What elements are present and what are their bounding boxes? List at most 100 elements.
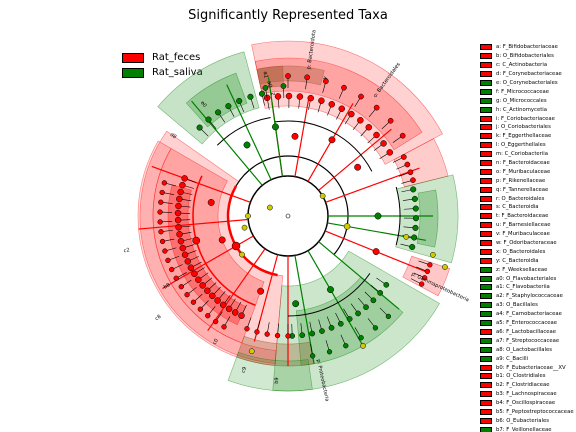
tree-branch: [207, 248, 266, 332]
key-swatch: [480, 195, 492, 202]
legend-swatch-feces: [122, 52, 144, 63]
tree-node: [430, 251, 436, 258]
key-swatch: [480, 320, 492, 327]
tree-node: [309, 330, 316, 337]
tree-node: [422, 275, 428, 281]
tree-node: [399, 132, 406, 139]
key-item: y: C_Bacteroidia: [480, 256, 576, 265]
key-swatch: [480, 88, 492, 95]
key-swatch: [480, 160, 492, 167]
tree-node: [299, 332, 306, 339]
key-label: j: O_Coriobacteriales: [496, 124, 551, 131]
tree-node: [374, 212, 382, 220]
key-item: j: O_Coriobacteriales: [480, 123, 576, 132]
key-label: a5: F_Enterococcaceae: [496, 320, 558, 327]
key-label: g: O_Micrococcales: [496, 97, 547, 104]
tree-node: [179, 181, 186, 189]
tree-node: [218, 236, 226, 244]
tree-node: [328, 324, 335, 331]
key-swatch: [480, 382, 492, 389]
clade-label-c8: c8: [154, 314, 162, 322]
key-label: a3: O_Bacillales: [496, 302, 538, 309]
key-swatch: [480, 337, 492, 344]
tree-arc: [226, 185, 278, 277]
tree-node: [404, 161, 411, 168]
tree-node: [205, 116, 212, 123]
legend-label-feces: Rat_feces: [152, 52, 201, 63]
key-label: b1: O_Clostridiales: [496, 373, 546, 380]
key-label: f: F_Micrococcaceae: [496, 88, 549, 95]
tree-node: [296, 93, 304, 100]
clade-sector-outer: [137, 140, 277, 366]
tree-node: [159, 238, 166, 245]
tree-branch: [151, 165, 251, 203]
key-label: a6: F_Lactobacillaceae: [496, 328, 557, 335]
key-item: z: F_Weeksellaceae: [480, 265, 576, 274]
key-label: i: F_Coriobacteriaceae: [496, 115, 555, 122]
key-item: l: O_Eggerthellales: [480, 141, 576, 150]
tree-node: [254, 329, 260, 335]
tree-node: [424, 268, 431, 275]
key-label: b3: F_Lachnospiraceae: [496, 391, 557, 398]
tree-node: [310, 353, 316, 359]
key-swatch: [480, 311, 492, 318]
root-node: [285, 213, 291, 219]
tree-node: [178, 284, 184, 290]
key-label: b0: F_Eubacteriaceae__XV: [496, 364, 566, 371]
tree-node: [274, 93, 282, 100]
tree-node: [219, 301, 227, 309]
key-label: y: C_Bacteroidia: [496, 257, 539, 264]
key-swatch: [480, 266, 492, 273]
tree-node: [257, 287, 265, 295]
key-label: w: F_Odoribacteraceae: [496, 240, 557, 247]
key-label: o: F_Muribaculaceae: [496, 168, 551, 175]
key-label: e: O_Corynebacteriales: [496, 80, 558, 86]
key-item: b6: O_Eubacteriales: [480, 416, 576, 425]
tree-branch: [318, 128, 392, 191]
key-label: k: F_Eggerthellaceae: [496, 133, 552, 140]
key-item: b7: F_Veillonellaceae: [480, 425, 576, 432]
tree-branch: [325, 167, 420, 203]
tree-arc: [235, 155, 289, 187]
tree-node: [190, 299, 197, 305]
tree-node: [175, 223, 182, 231]
tree-node: [195, 276, 202, 284]
tree-node: [243, 141, 251, 149]
tree-node: [173, 275, 179, 281]
tree-node: [177, 188, 184, 196]
clade-label-a0: a0: [266, 81, 273, 89]
key-label: x: O_Bacteroidales: [496, 248, 546, 255]
tree-node: [319, 193, 326, 199]
tree-node: [215, 109, 222, 116]
clade-label-c9: c9: [241, 366, 248, 373]
clade-label-c0: c0: [212, 338, 220, 346]
clade-label-y: y: [322, 75, 329, 80]
tree-node: [165, 257, 171, 264]
key-label: u: F_Barnesiellaceae: [496, 222, 551, 229]
tree-node: [162, 248, 168, 254]
tree-node: [192, 236, 201, 245]
tree-node: [157, 219, 163, 225]
key-swatch: [480, 346, 492, 353]
tree-node: [358, 335, 364, 341]
tree-node: [264, 331, 270, 337]
tree-node: [239, 251, 245, 258]
key-label: b2: F_Clostridiaceae: [496, 382, 550, 389]
tree-node: [409, 243, 416, 251]
key-item: b5: F_Peptostreptococcaceae: [480, 408, 576, 417]
tree-node: [267, 204, 273, 211]
tree-node: [197, 306, 203, 312]
key-item: b1: O_Clostridiales: [480, 372, 576, 381]
tree-node: [225, 305, 233, 313]
tree-arc: [395, 186, 401, 246]
key-item: o: F_Muribaculaceae: [480, 167, 576, 176]
chart-title: Significantly Represented Taxa: [188, 8, 388, 23]
legend-label-saliva: Rat_saliva: [152, 67, 203, 78]
tree-branch: [327, 222, 426, 241]
tree-node: [354, 163, 362, 171]
tree-node: [328, 101, 336, 108]
key-label: v: F_Muribaculaceae: [496, 231, 550, 238]
key-label: b4: F_Oscillospiraceae: [496, 400, 556, 407]
tree-node: [442, 264, 448, 270]
key-item: n: F_Bacteroidaceae: [480, 159, 576, 168]
